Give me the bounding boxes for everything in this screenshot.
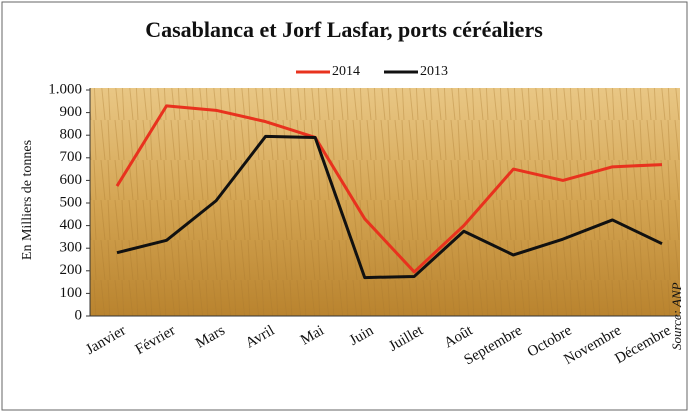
y-tick-label: 100: [60, 285, 83, 301]
chart-title: Casablanca et Jorf Lasfar, ports céréali…: [145, 17, 543, 42]
chart: Casablanca et Jorf Lasfar, ports céréali…: [0, 0, 689, 412]
y-tick-label: 1.000: [48, 81, 82, 97]
y-tick-label: 900: [60, 104, 83, 120]
plot-texture: [90, 88, 680, 316]
y-tick-label: 400: [60, 217, 83, 233]
y-tick-label: 300: [60, 240, 83, 256]
y-tick-label: 500: [60, 194, 83, 210]
y-tick-label: 0: [75, 307, 83, 323]
y-axis-label: En Milliers de tonnes: [20, 140, 35, 260]
legend-label: 2013: [420, 64, 448, 79]
y-tick-label: 200: [60, 262, 83, 278]
y-tick-label: 600: [60, 172, 83, 188]
y-tick-label: 800: [60, 127, 83, 143]
y-tick-label: 700: [60, 149, 83, 165]
legend-label: 2014: [332, 64, 360, 79]
